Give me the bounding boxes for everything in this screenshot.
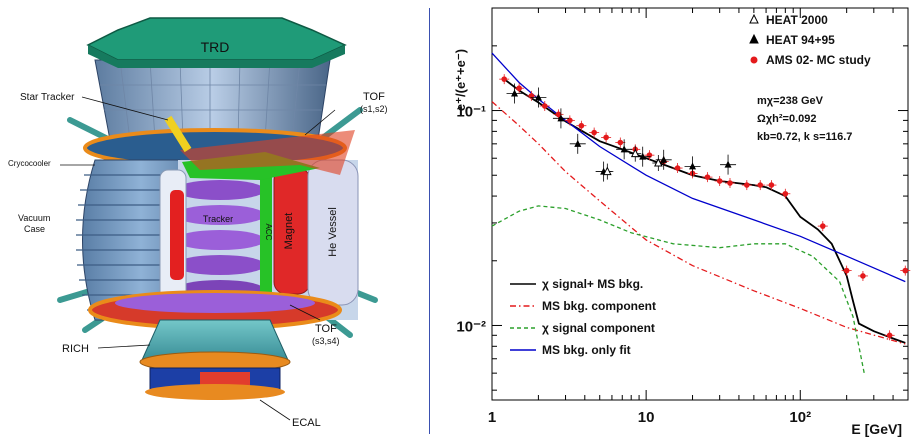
ams-point (727, 180, 733, 186)
series-line (491, 205, 865, 374)
plot-frame (491, 7, 909, 401)
parameter-annotation: mχ=238 GeV (757, 95, 824, 107)
heat9495-point (557, 114, 565, 122)
parameter-annotations: mχ=238 GeV Ωχh²=0.092 kb=0.72, k s=116.7 (757, 95, 852, 143)
series-line (491, 101, 906, 345)
parameter-annotation: kb=0.72, k s=116.7 (757, 131, 852, 143)
legend-label: HEAT 2000 (766, 13, 828, 27)
ams-point (603, 134, 609, 141)
ams-point (617, 139, 624, 146)
ams-point (819, 223, 826, 229)
label-acc: ACC (264, 224, 273, 241)
ams-point (567, 117, 573, 124)
x-tick-label: 10 (638, 409, 655, 426)
ams-point (843, 267, 850, 274)
ams-point (886, 332, 893, 339)
legend-label: χ signal+ MS bkg. (542, 277, 643, 291)
label-vacuum-case: Case (24, 224, 45, 234)
magnet-left (170, 190, 184, 280)
heat9495-point (574, 139, 582, 147)
heat9495-point (724, 160, 732, 168)
heat2000-point (630, 148, 640, 158)
ams-point (555, 111, 562, 118)
legend-label: AMS 02- MC study (766, 53, 871, 67)
ecal-module (145, 367, 285, 400)
star-tracker (164, 115, 192, 153)
label-tof-top-sub: (s1,s2) (360, 104, 388, 114)
label-tof-bottom-sub: (s3,s4) (312, 336, 340, 346)
ams-point (860, 273, 866, 279)
ams-point (541, 103, 548, 109)
x-tick-label: 10² (789, 409, 811, 426)
ams-point (757, 182, 764, 188)
label-star-tracker: Star Tracker (20, 92, 75, 103)
label-tof-top: TOF (363, 91, 385, 103)
y-tick-label: 10⁻¹ (456, 104, 486, 121)
heat9495-point (511, 89, 519, 97)
ams-point (501, 76, 508, 82)
acc-panel (260, 165, 272, 305)
label-he-vessel: He Vessel (327, 207, 339, 257)
heat9495-point (660, 155, 668, 163)
legend-label: MS bkg. component (542, 299, 656, 313)
series-line (491, 52, 906, 283)
label-ecal: ECAL (292, 417, 321, 429)
x-tick-label: 1 (488, 409, 496, 426)
positron-fraction-chart: 1 10 10² 10⁻¹ 10⁻² e⁺/(e⁺+e⁻) E [GeV] HEAT 2… (453, 7, 911, 437)
x-axis-label: E [GeV] (851, 421, 902, 437)
heat2000-point (603, 166, 612, 176)
ams-point (516, 85, 522, 92)
parameter-annotation: Ωχh²=0.092 (757, 113, 817, 125)
legend-marker (750, 56, 758, 64)
ams-point (744, 182, 750, 188)
axis-ticks (491, 8, 909, 400)
label-cryocooler: Crycocooler (8, 159, 51, 168)
heat9495-point (534, 93, 542, 101)
legend-label: MS bkg. only fit (542, 343, 631, 357)
legend-marker (749, 13, 759, 24)
y-tick-label: 10⁻² (456, 318, 486, 335)
legend-marker (749, 33, 759, 44)
ams-point (591, 129, 597, 136)
ams-detector-illustration: TRD Star Tracker TOF (s1,s2) Crycocooler… (8, 17, 388, 429)
legend-label: χ signal component (542, 321, 655, 335)
legend-label: HEAT 94+95 (766, 33, 835, 47)
heat2000-point (654, 157, 663, 167)
legend-top: HEAT 2000 HEAT 94+95 AMS 02- MC study (749, 13, 871, 67)
panel-divider (429, 8, 430, 434)
trd-module (86, 17, 347, 141)
label-tof-bottom: TOF (315, 323, 337, 335)
ams-point (716, 178, 723, 184)
ams-point (646, 152, 653, 158)
label-tracker: Tracker (203, 214, 233, 224)
label-trd: TRD (201, 39, 230, 55)
y-axis-label: e⁺/(e⁺+e⁻) (453, 49, 468, 111)
rich-module (139, 319, 291, 373)
ams-point (578, 122, 585, 129)
label-magnet: Magnet (283, 213, 295, 250)
label-rich: RICH (62, 343, 89, 355)
heat9495-point (689, 162, 697, 170)
tick-labels: 1 10 10² 10⁻¹ 10⁻² (456, 104, 811, 426)
heat9495-point (620, 145, 628, 153)
data-points (499, 74, 911, 341)
legend-bottom: χ signal+ MS bkg. MS bkg. component χ sign… (510, 277, 656, 357)
label-vacuum: Vacuum (18, 213, 50, 223)
ams-point (782, 190, 789, 197)
ams-point (674, 165, 681, 171)
ams-point (704, 174, 711, 180)
heat9495-point (639, 152, 647, 160)
ams-point (768, 182, 775, 188)
ams-point (902, 267, 909, 274)
